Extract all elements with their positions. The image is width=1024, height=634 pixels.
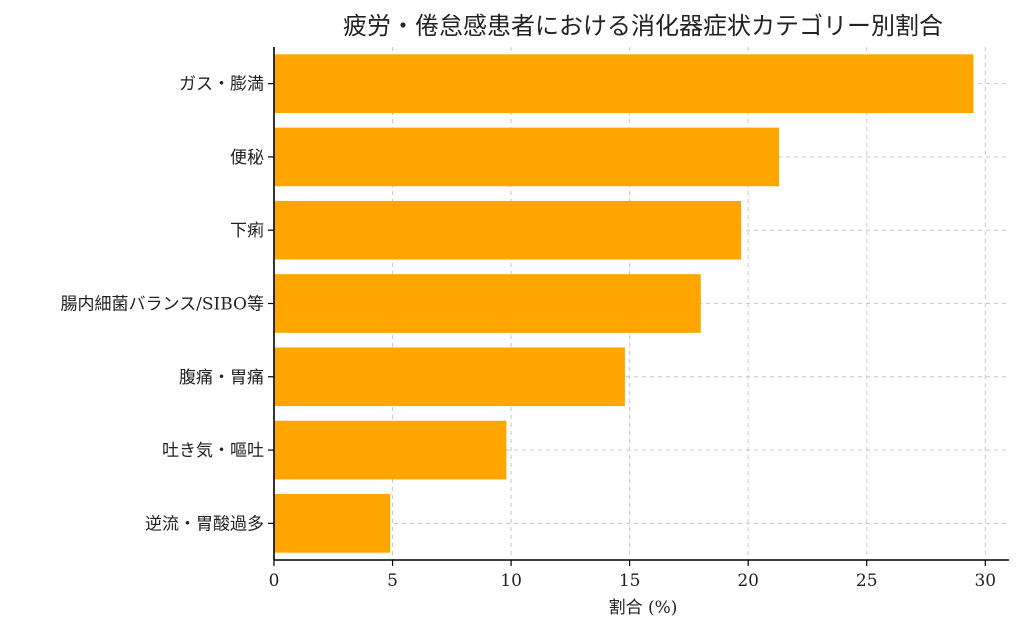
x-ticks: 0 5 10 15 20 25 30 (269, 560, 996, 591)
bar-0 (274, 54, 974, 113)
bar-2 (274, 200, 742, 260)
y-tick-label-2: 下痢 (230, 221, 264, 241)
bar-6 (274, 494, 391, 553)
bar-4 (274, 347, 625, 407)
y-tick-label-3: 腸内細菌バランス/SIBO等 (61, 295, 265, 315)
bar-3 (274, 274, 701, 333)
y-ticks: ガス・膨満便秘下痢腸内細菌バランス/SIBO等腹痛・胃痛吐き気・嘔吐逆流・胃酸過… (61, 75, 274, 534)
y-tick-label-0: ガス・膨満 (179, 75, 264, 95)
y-tick-label-6: 逆流・胃酸過多 (145, 514, 264, 534)
bar-5 (274, 420, 507, 480)
y-tick-label-5: 吐き気・嘔吐 (162, 441, 264, 461)
x-axis-label: 割合 (%) (609, 598, 678, 618)
bars (274, 54, 974, 553)
y-tick-label-1: 便秘 (230, 148, 264, 168)
x-tick-label-2: 10 (500, 571, 522, 591)
x-tick-label-0: 0 (269, 571, 280, 591)
y-tick-label-4: 腹痛・胃痛 (179, 368, 264, 388)
x-tick-label-4: 20 (737, 571, 759, 591)
bar-1 (274, 127, 780, 187)
chart-title: 疲労・倦怠感患者における消化器症状カテゴリー別割合 (343, 12, 943, 40)
x-tick-label-6: 30 (974, 571, 996, 591)
x-tick-label-3: 15 (619, 571, 641, 591)
x-tick-label-5: 25 (856, 571, 878, 591)
x-tick-label-1: 5 (387, 571, 398, 591)
